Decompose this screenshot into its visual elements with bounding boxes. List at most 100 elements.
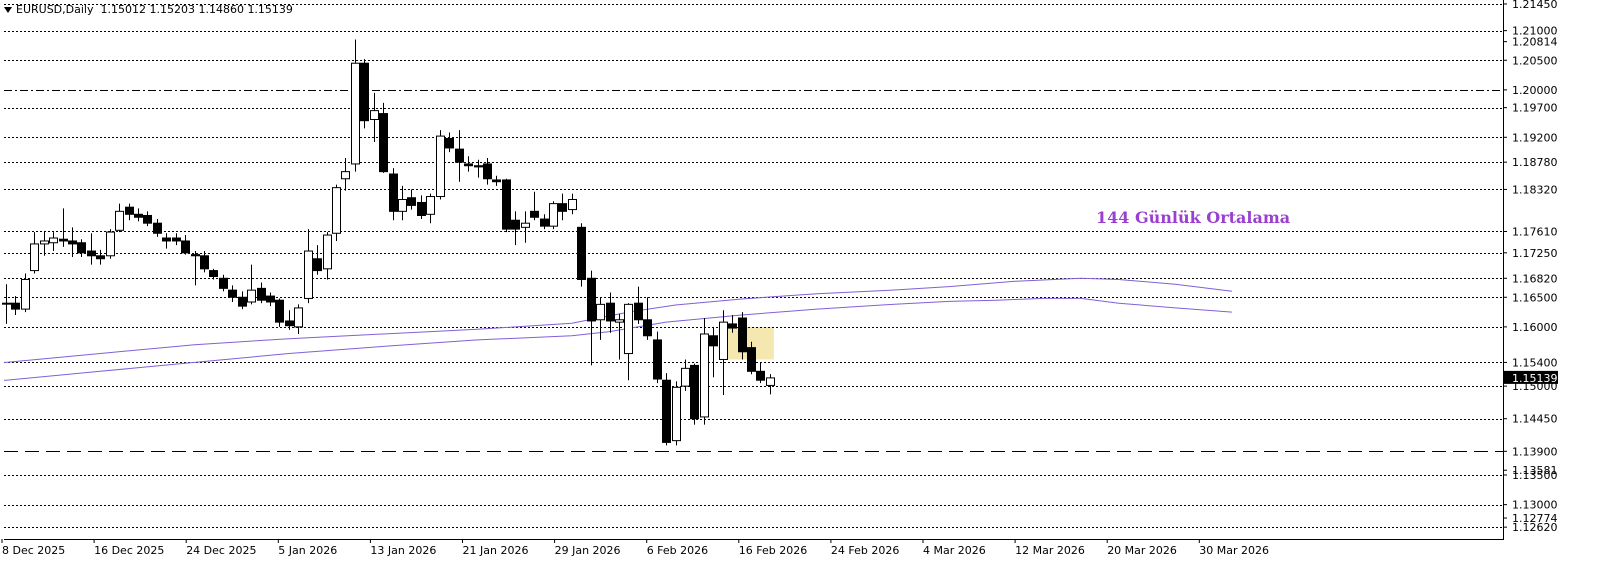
candle [445,132,454,153]
candle [700,317,709,425]
collapse-triangle-icon[interactable] [4,7,12,13]
candle-body [106,231,115,257]
candle [181,235,190,255]
candle [492,175,501,186]
candle [624,303,633,381]
candle-body [492,179,501,183]
price-label: 1.16820 [1512,272,1558,285]
candle [530,191,539,221]
candle [747,341,756,375]
candle [643,297,652,340]
candle-body [143,214,152,224]
candle-body [615,319,624,323]
candle [756,362,765,384]
candle [360,59,369,129]
candle [474,159,483,178]
candle-body [247,289,256,303]
candle-body [521,222,530,228]
candle-body [502,179,511,230]
candle [672,381,681,446]
candle-body [417,201,426,216]
price-label: 1.16000 [1512,321,1558,334]
price-label: 1.14450 [1512,413,1558,426]
candle-body [483,163,492,180]
candle [238,291,247,310]
candle-body [436,135,445,198]
candle-body [549,203,558,227]
time-axis: 8 Dec 2025 16 Dec 2025 24 Dec 2025 5 Jan 20… [1,539,1269,557]
candle-body [59,238,68,242]
candle-body [40,240,49,245]
candle [436,130,445,200]
candle [719,310,728,396]
candle-body [426,196,435,215]
candle-body [719,321,728,360]
candle-body [77,242,86,254]
candle-body [634,302,643,321]
candle [191,251,200,286]
candle [134,208,143,222]
candle-body [568,198,577,211]
candle [577,223,586,287]
candle [115,203,124,233]
candle-body [681,367,690,387]
candle [728,315,737,333]
candle [228,285,237,302]
price-label: 1.16500 [1512,291,1558,304]
price-label: 1.13000 [1512,499,1558,512]
time-label: 21 Jan 2026 [463,544,529,557]
candle-body [690,364,699,420]
time-label: 24 Dec 2025 [186,544,256,557]
time-label: 12 Mar 2026 [1015,544,1085,557]
candle-body [238,296,247,307]
candle [219,274,228,292]
moving-average-line [4,297,1232,381]
candle [21,273,30,313]
candle-body [285,320,294,327]
candle-body [323,234,332,270]
price-label: 1.18780 [1512,156,1558,169]
candles-layer [2,39,775,446]
candle [40,230,49,256]
candle [304,229,313,304]
candle-body [134,213,143,218]
candle-body [389,173,398,212]
candle [464,156,473,172]
candle [558,193,567,221]
candle-body [756,370,765,381]
current-price-box [1504,370,1558,384]
candle [323,232,332,280]
candle [143,211,152,227]
candle [68,227,77,257]
candle-body [87,250,96,257]
candle [106,229,115,259]
candle [294,304,303,334]
price-label: 1.20000 [1512,84,1558,97]
candle-body [474,165,483,168]
candle [77,239,86,257]
candle-body [672,386,681,442]
candle [30,232,39,274]
candle [2,284,11,324]
candle [11,296,20,316]
time-label: 20 Mar 2026 [1107,544,1177,557]
price-label: 1.17610 [1512,225,1558,238]
candle [568,193,577,215]
price-label: 1.13500 [1512,469,1558,482]
time-label: 30 Mar 2026 [1199,544,1269,557]
price-label: 1.13900 [1512,445,1558,458]
candle-body [68,240,77,245]
candle-body [313,258,322,272]
candle [596,297,605,340]
candle-body [464,163,473,167]
candle [407,189,416,210]
candle-body [332,187,341,234]
candle [709,326,718,378]
candle [511,211,520,246]
candle-body [540,218,549,227]
candle-body [172,237,181,242]
candle [332,184,341,241]
candle [209,268,218,280]
